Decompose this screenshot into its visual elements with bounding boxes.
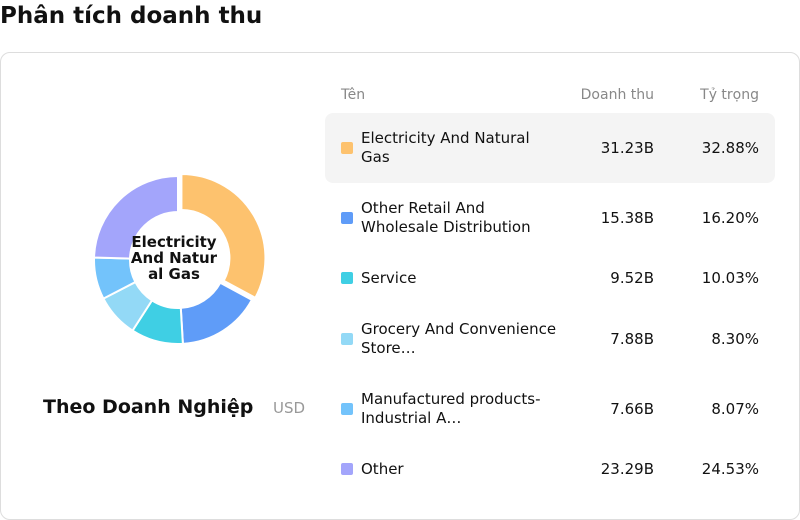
share: 16.20%	[701, 209, 759, 227]
share: 32.88%	[701, 139, 759, 157]
pie-slice	[179, 281, 254, 345]
category-name: Other	[361, 459, 404, 478]
share: 8.30%	[711, 330, 759, 348]
revenue: 9.52B	[610, 269, 654, 287]
category-name: Service	[361, 268, 417, 287]
category-name: Manufactured products-Industrial A…	[361, 390, 541, 427]
revenue: 7.88B	[610, 330, 654, 348]
legend-swatch	[341, 403, 353, 415]
share: 10.03%	[701, 269, 759, 287]
category-name: Other Retail And Wholesale Distribution	[361, 199, 531, 236]
pie-slice	[180, 172, 267, 300]
center-label: Electricity And Natural Gas	[130, 233, 218, 283]
table-row[interactable]: Service 9.52B 10.03%	[325, 243, 775, 313]
column-header: Tên	[341, 87, 366, 103]
table-row[interactable]: Other 23.29B 24.53%	[325, 434, 775, 504]
column-header: Tỷ trọng	[700, 87, 759, 103]
donut-chart	[93, 172, 267, 345]
revenue: 7.66B	[610, 400, 654, 418]
table-row[interactable]: Manufactured products-Industrial A… 7.66B…	[325, 374, 775, 444]
column-header: Doanh thu	[580, 87, 654, 103]
share: 8.07%	[711, 400, 759, 418]
table-row[interactable]: Electricity And Natural Gas 31.23B 32.88%	[325, 113, 775, 183]
pie-slice	[93, 174, 179, 260]
legend-swatch	[341, 463, 353, 475]
category-name: Electricity And Natural Gas	[361, 129, 530, 166]
table-row[interactable]: Grocery And Convenience Store… 7.88B 8.30%	[325, 304, 775, 374]
legend-swatch	[341, 142, 353, 154]
legend-swatch	[341, 333, 353, 345]
chart-title: Theo Doanh Nghiệp	[43, 396, 254, 418]
share: 24.53%	[701, 460, 759, 478]
revenue: 23.29B	[600, 460, 654, 478]
category-name: Grocery And Convenience Store…	[361, 320, 557, 357]
page-title: Phân tích doanh thu	[0, 3, 263, 29]
unit: USD	[273, 399, 306, 417]
legend-swatch	[341, 272, 353, 284]
revenue: 31.23B	[600, 139, 654, 157]
legend-swatch	[341, 212, 353, 224]
table-row[interactable]: Other Retail And Wholesale Distribution 1…	[325, 183, 775, 253]
revenue: 15.38B	[600, 209, 654, 227]
